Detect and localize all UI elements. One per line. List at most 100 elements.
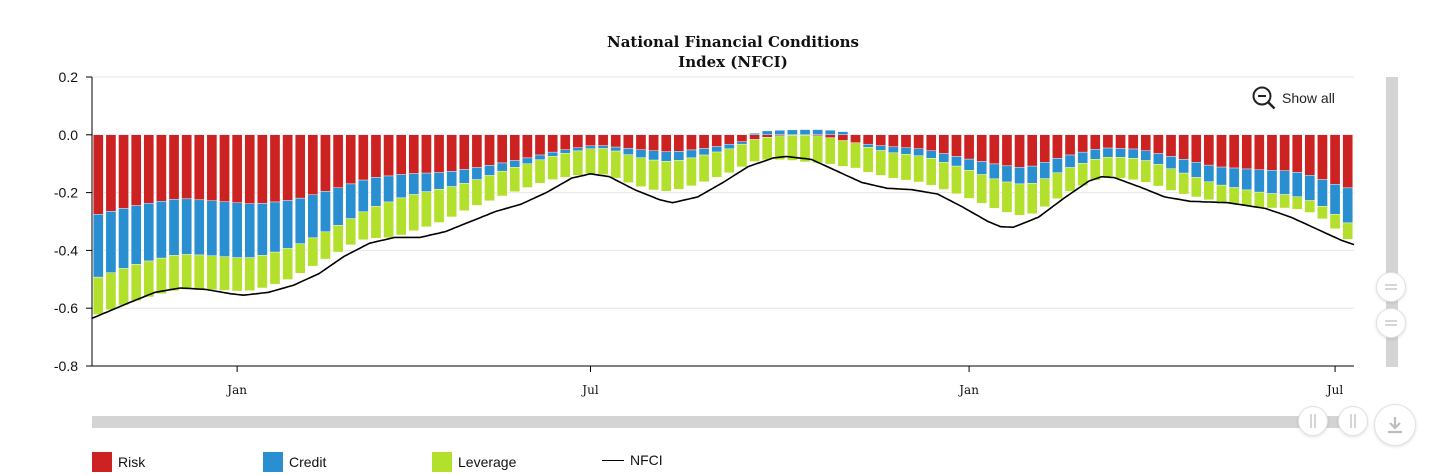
bar-risk xyxy=(307,134,319,195)
bar-leverage xyxy=(244,257,255,291)
bar-credit xyxy=(143,202,155,262)
bar-leverage xyxy=(560,153,571,178)
bar-credit xyxy=(282,200,293,249)
bar-credit xyxy=(320,191,331,233)
bar-risk xyxy=(143,134,155,204)
bar-risk xyxy=(358,134,369,181)
bar-credit xyxy=(156,201,167,259)
bar-leverage xyxy=(433,189,445,223)
bar-risk xyxy=(951,134,962,157)
bar-risk xyxy=(1266,134,1278,171)
bar-leverage xyxy=(1203,181,1215,201)
bar-credit xyxy=(168,199,180,256)
bar-leverage xyxy=(1216,184,1227,203)
bar-credit xyxy=(1317,179,1328,207)
bar-credit xyxy=(648,150,659,161)
legend-item-credit[interactable]: Credit xyxy=(263,452,326,472)
legend-label-nfci: NFCI xyxy=(630,452,663,468)
bar-risk xyxy=(1115,134,1126,149)
bars-grip-icon xyxy=(1310,414,1316,428)
bar-credit xyxy=(572,147,584,152)
bars-grip-icon xyxy=(1350,414,1356,428)
bar-risk xyxy=(459,134,470,170)
horizontal-zoom-handle-left[interactable] xyxy=(1298,406,1328,436)
bar-leverage xyxy=(774,135,786,160)
bar-leverage xyxy=(875,150,887,176)
bar-leverage xyxy=(471,179,483,206)
bar-leverage xyxy=(93,276,104,315)
bar-risk xyxy=(597,134,609,146)
bar-credit xyxy=(206,200,218,256)
bar-risk xyxy=(194,134,205,201)
bar-risk xyxy=(1102,134,1114,149)
bar-risk xyxy=(572,134,584,149)
bar-credit xyxy=(370,177,382,207)
bar-leverage xyxy=(812,135,823,164)
bar-risk xyxy=(711,134,722,147)
bar-credit xyxy=(1165,156,1177,169)
bar-leverage xyxy=(446,186,457,218)
zoom-out-icon xyxy=(1252,86,1276,110)
horizontal-scrollbar[interactable] xyxy=(92,416,1354,428)
bar-leverage xyxy=(787,134,798,161)
legend-item-leverage[interactable]: Leverage xyxy=(432,452,516,472)
bar-credit xyxy=(913,148,924,156)
bar-risk xyxy=(610,134,621,148)
bar-credit xyxy=(522,157,533,164)
legend-item-risk[interactable]: Risk xyxy=(92,452,145,472)
bar-leverage xyxy=(698,154,710,182)
bar-risk xyxy=(1178,134,1189,160)
bar-credit xyxy=(130,205,142,265)
bar-credit xyxy=(1291,172,1303,197)
bar-risk xyxy=(244,134,255,204)
bar-risk xyxy=(761,134,773,138)
bar-credit xyxy=(231,202,243,258)
bar-credit xyxy=(294,197,306,244)
bar-leverage xyxy=(395,197,407,236)
bar-credit xyxy=(610,146,621,152)
bar-credit xyxy=(1115,148,1126,158)
bar-leverage xyxy=(585,148,596,175)
bar-credit xyxy=(799,129,811,136)
bar-leverage xyxy=(989,178,1000,209)
legend-item-nfci[interactable]: NFCI xyxy=(602,452,663,468)
bar-leverage xyxy=(522,163,533,188)
x-tick-label: Jul xyxy=(580,383,599,397)
bar-credit xyxy=(1026,165,1038,184)
bar-credit xyxy=(395,174,407,199)
horizontal-zoom-handle-right[interactable] xyxy=(1338,406,1368,436)
bar-credit xyxy=(257,203,268,256)
bar-credit xyxy=(1127,148,1139,159)
equals-grip-icon xyxy=(1385,284,1397,290)
bar-credit xyxy=(875,145,887,151)
bar-leverage xyxy=(1026,183,1038,215)
bar-credit xyxy=(951,156,962,167)
tick-labels: 0.2 0.0 -0.2 -0.4 -0.6 -0.8 Jan Jul Jan Jul xyxy=(54,69,1344,397)
bar-leverage xyxy=(761,137,773,160)
bar-credit xyxy=(105,211,117,273)
show-all-label: Show all xyxy=(1282,90,1335,106)
bar-credit xyxy=(787,129,798,135)
vertical-zoom-handle-bottom[interactable] xyxy=(1376,308,1406,338)
bar-credit xyxy=(1064,154,1076,168)
download-button[interactable] xyxy=(1374,404,1416,446)
bar-leverage xyxy=(963,169,975,199)
bar-leverage xyxy=(257,255,268,289)
vertical-zoom-handle-top[interactable] xyxy=(1376,272,1406,302)
bar-risk xyxy=(1165,134,1177,157)
bar-risk xyxy=(560,134,571,150)
bar-leverage xyxy=(1001,181,1013,213)
bar-leverage xyxy=(421,191,432,227)
show-all-button[interactable]: Show all xyxy=(1252,85,1335,111)
bar-risk xyxy=(1052,134,1063,159)
bar-risk xyxy=(1342,134,1353,189)
legend-label-leverage: Leverage xyxy=(458,454,517,470)
bar-risk xyxy=(749,134,760,140)
bar-risk xyxy=(724,134,735,145)
bar-risk xyxy=(1291,134,1303,173)
bar-risk xyxy=(1241,134,1252,170)
y-tick-label: -0.8 xyxy=(54,358,78,374)
bar-risk xyxy=(1014,134,1025,168)
bar-leverage xyxy=(1279,194,1290,209)
